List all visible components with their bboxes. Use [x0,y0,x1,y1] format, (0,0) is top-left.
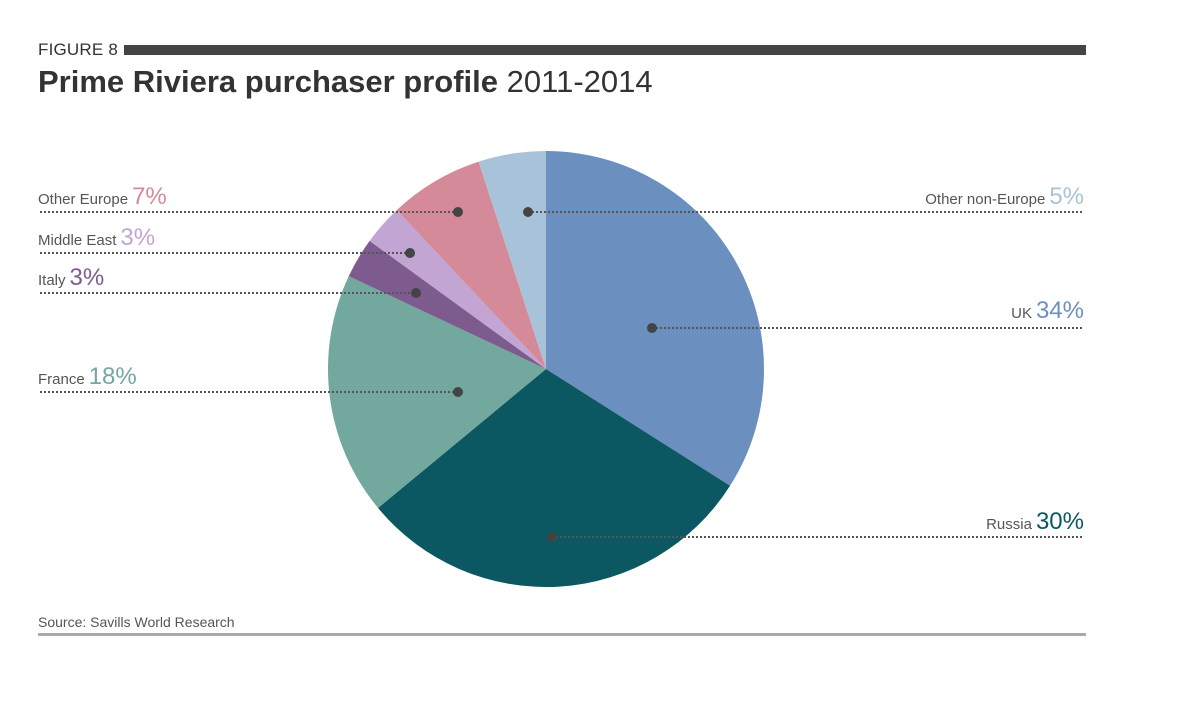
leader-dot [453,387,463,397]
leader-dot [647,323,657,333]
title-main: Prime Riviera purchaser profile [38,64,499,99]
leader-dot [411,288,421,298]
header-rule [124,45,1086,55]
label-france: France 18% [38,363,137,390]
leader-lines [40,207,1084,542]
pie-slice-other-europe [396,161,546,369]
leader-dot [405,248,415,258]
figure-label: FIGURE 8 [38,40,119,59]
label-russia: Russia 30% [986,508,1084,535]
figure-header: FIGURE 8 [38,40,1086,60]
label-uk: UK 34% [1011,297,1084,324]
leader-dot [523,207,533,217]
pie-slice-russia [378,369,731,587]
label-other-non-europe: Other non-Europe 5% [925,183,1084,210]
source-note: Source: Savills World Research [38,614,235,630]
pie-slice-other-non-europe [478,151,546,369]
pie-slice-uk [546,151,764,486]
chart-title: Prime Riviera purchaser profile 2011-201… [38,64,653,100]
leader-dot [547,532,557,542]
label-middle-east: Middle East 3% [38,224,156,251]
footer-rule [38,633,1086,636]
pie-slice-italy [348,240,546,369]
label-other-europe: Other Europe 7% [38,183,167,210]
label-italy: Italy 3% [38,264,105,291]
leader-dot [453,207,463,217]
title-years: 2011-2014 [506,64,653,99]
pie-slices [327,151,764,587]
